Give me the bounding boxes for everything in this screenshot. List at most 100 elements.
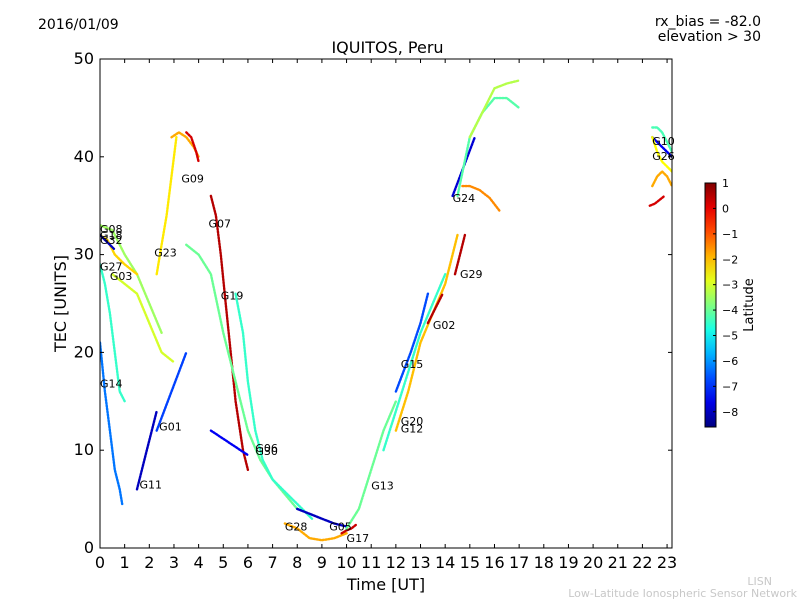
elevation-label: elevation > 30 [657, 29, 761, 45]
series-g10c [648, 194, 666, 207]
x-tick-label: 1 [120, 553, 130, 572]
x-tick-label: 19 [558, 553, 578, 572]
series-g02 [426, 292, 444, 325]
x-axis-label: Time [UT] [346, 575, 425, 594]
series-g08 [100, 224, 163, 334]
x-tick-label: 15 [460, 553, 480, 572]
satellite-label-g19: G19 [221, 290, 244, 303]
x-tick-label: 12 [386, 553, 406, 572]
x-tick-label: 23 [657, 553, 677, 572]
satellite-label-g07: G07 [208, 217, 231, 230]
series-g11 [135, 409, 158, 491]
series-g05 [296, 507, 348, 528]
series-g20 [382, 273, 447, 452]
satellite-label-g11: G11 [139, 478, 162, 491]
satellite-label-g12: G12 [401, 423, 424, 436]
series-g14 [100, 341, 124, 506]
colorbar-tick-label: −6 [722, 355, 738, 368]
series-g29b [461, 184, 501, 212]
satellite-label-g01: G01 [159, 421, 182, 434]
date-label: 2016/01/09 [38, 17, 119, 33]
x-tick-label: 8 [292, 553, 302, 572]
y-tick-label: 20 [74, 342, 94, 361]
x-tick-label: 10 [336, 553, 356, 572]
colorbar-tick-label: −7 [722, 380, 738, 393]
satellite-label-g17: G17 [347, 532, 370, 545]
series-g27 [100, 263, 126, 403]
series-g06 [234, 292, 314, 520]
satellite-label-g26: G26 [652, 150, 675, 163]
series-g32 [100, 233, 116, 251]
x-tick-label: 18 [534, 553, 554, 572]
satellite-label-g20: G20 [401, 415, 424, 428]
x-tick-label: 2 [144, 553, 154, 572]
series-g24c [468, 79, 521, 139]
x-tick-label: 11 [361, 553, 381, 572]
colorbar-tick-label: 1 [722, 177, 729, 190]
x-tick-label: 4 [194, 553, 204, 572]
series-g15 [394, 292, 430, 393]
x-tick-label: 22 [632, 553, 652, 572]
satellite-label-g28: G28 [285, 520, 308, 533]
colorbar-label: Latitude [742, 278, 757, 332]
satellite-label-g05: G05 [329, 520, 352, 533]
colorbar-tick-label: −8 [722, 406, 738, 419]
satellite-label-g30: G30 [255, 445, 278, 458]
series-g17 [340, 523, 358, 535]
series-g26 [651, 136, 672, 158]
series-g13 [345, 400, 398, 530]
satellite-label-g23: G23 [154, 247, 177, 260]
series-g28 [283, 522, 348, 542]
y-tick-label: 30 [74, 245, 94, 264]
series-g30 [209, 429, 250, 457]
chart-title: IQUITOS, Peru [331, 38, 444, 57]
y-tick-label: 0 [84, 538, 94, 557]
satellite-label-g13: G13 [371, 479, 394, 492]
x-tick-label: 16 [484, 553, 504, 572]
y-axis-label: TEC [UNITS] [51, 255, 70, 353]
series-g03 [111, 273, 176, 364]
series-g01 [155, 351, 188, 432]
x-tick-label: 0 [95, 553, 105, 572]
satellite-label-g24: G24 [453, 192, 476, 205]
satellite-label-g08: G08 [100, 223, 123, 236]
series-g07 [209, 194, 250, 471]
satellite-label-g32: G32 [100, 234, 123, 247]
colorbar-tick-label: 0 [722, 202, 729, 215]
satellite-label-g10: G10 [652, 135, 675, 148]
satellite-label-g14: G14 [100, 378, 123, 391]
x-tick-label: 3 [169, 553, 179, 572]
satellite-label-g09: G09 [181, 172, 204, 185]
series-g09b [185, 131, 200, 163]
colorbar-tick-label: −5 [722, 330, 738, 343]
series-g19 [185, 243, 299, 511]
series-g26b [651, 136, 672, 173]
colorbar-tick-label: −1 [722, 228, 738, 241]
series-g12 [394, 233, 459, 432]
x-tick-label: 13 [410, 553, 430, 572]
x-tick-label: 21 [608, 553, 628, 572]
series-g10b [651, 170, 672, 188]
satellite-label-g03: G03 [110, 270, 133, 283]
series-g10 [651, 126, 672, 154]
series-g29 [453, 233, 467, 276]
satellite-label-g18: G18 [100, 229, 123, 242]
satellite-label-g15: G15 [401, 358, 424, 371]
plot-frame [99, 58, 673, 549]
x-tick-label: 6 [243, 553, 253, 572]
x-tick-label: 14 [435, 553, 455, 572]
colorbar-tick-label: −4 [722, 304, 738, 317]
series-g24b [456, 96, 521, 198]
credit-network: Low-Latitude Ionospheric Sensor Network [568, 587, 797, 600]
credit-lisn: LISN [747, 575, 772, 588]
y-tick-label: 10 [74, 440, 94, 459]
satellite-label-g02: G02 [433, 319, 456, 332]
y-tick-label: 40 [74, 147, 94, 166]
x-tick-label: 9 [317, 553, 327, 572]
colorbar [704, 182, 717, 428]
series-g23 [155, 136, 178, 276]
satellite-label-g27: G27 [100, 260, 123, 273]
rx-bias-label: rx_bias = -82.0 [654, 14, 761, 30]
x-tick-label: 17 [509, 553, 529, 572]
